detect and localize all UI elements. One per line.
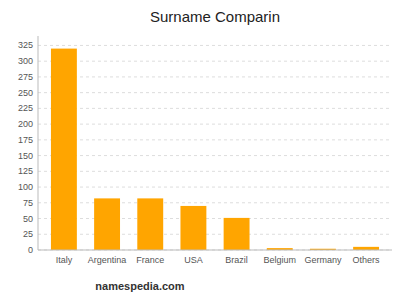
bar xyxy=(51,49,77,250)
grid-line xyxy=(38,234,392,235)
chart-container: Surname Comparin 0 25 50 75 100 125 150 175 200 22… xyxy=(0,0,400,300)
bars xyxy=(51,49,379,250)
x-tick-label: Argentina xyxy=(88,255,127,265)
grid-line xyxy=(38,139,392,140)
y-tick-label: 100 xyxy=(18,182,33,192)
y-tick-label: 125 xyxy=(18,166,33,176)
grid-line xyxy=(38,92,392,93)
y-tick-label: 225 xyxy=(18,103,33,113)
y-tick-label: 275 xyxy=(18,72,33,82)
grid-line xyxy=(38,250,392,251)
y-tick-label: 25 xyxy=(23,229,33,239)
bar xyxy=(180,206,206,250)
grid-line xyxy=(38,187,392,188)
grid-line xyxy=(38,171,392,172)
x-tick-label: Italy xyxy=(56,255,73,265)
x-tick-label: USA xyxy=(184,255,203,265)
y-tick-label: 75 xyxy=(23,198,33,208)
x-tick-label: Belgium xyxy=(263,255,296,265)
y-tick-label: 200 xyxy=(18,119,33,129)
y-tick-label: 150 xyxy=(18,151,33,161)
x-tick-label: Others xyxy=(353,255,381,265)
y-tick-label: 300 xyxy=(18,56,33,66)
grid-line xyxy=(38,124,392,125)
grid-line xyxy=(38,218,392,219)
x-tick-label: Germany xyxy=(304,255,342,265)
x-tick-label: France xyxy=(136,255,164,265)
bar xyxy=(224,218,250,250)
x-axis-line xyxy=(38,250,392,251)
grid-line xyxy=(38,61,392,62)
y-axis-line xyxy=(38,36,39,250)
watermark: namespedia.com xyxy=(95,280,184,292)
chart-title: Surname Comparin xyxy=(150,8,280,25)
y-tick-label: 250 xyxy=(18,88,33,98)
grid xyxy=(38,45,392,250)
y-tick-label: 325 xyxy=(18,40,33,50)
y-tick-label: 50 xyxy=(23,214,33,224)
grid-line xyxy=(38,155,392,156)
bar xyxy=(137,198,163,250)
grid-line xyxy=(38,108,392,109)
grid-line xyxy=(38,76,392,77)
y-tick-label: 175 xyxy=(18,135,33,145)
grid-line xyxy=(38,45,392,46)
bar xyxy=(94,198,120,250)
chart-svg: Surname Comparin 0 25 50 75 100 125 150 175 200 22… xyxy=(0,0,400,300)
x-tick-label: Brazil xyxy=(225,255,248,265)
y-tick-label: 0 xyxy=(28,245,33,255)
grid-line xyxy=(38,202,392,203)
